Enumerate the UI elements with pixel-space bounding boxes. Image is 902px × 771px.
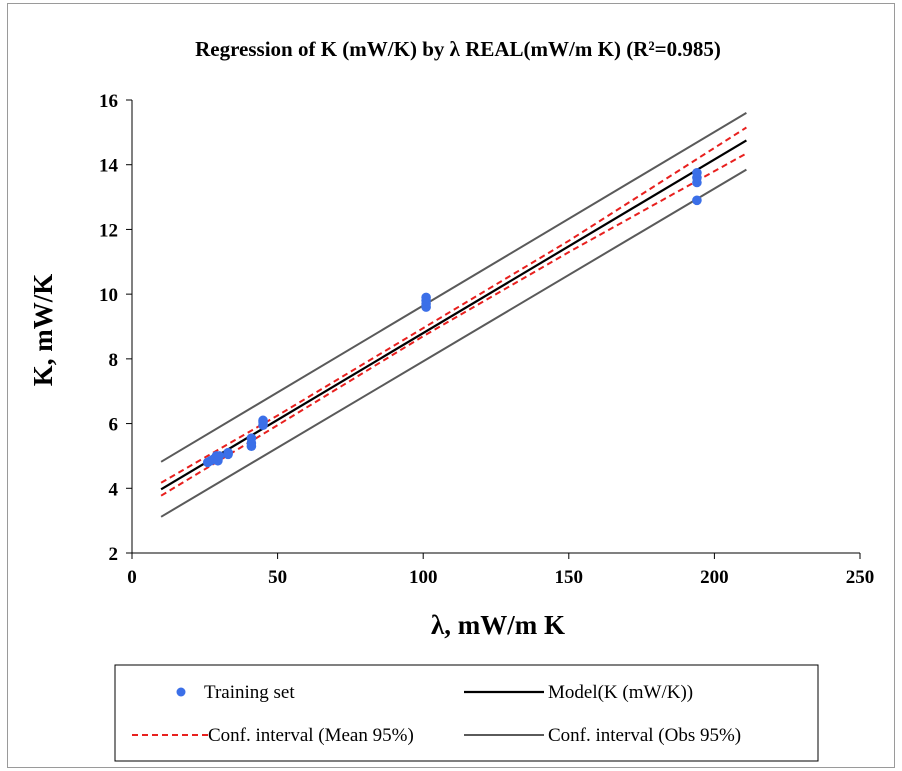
regression-chart: Regression of K (mW/K) by λ REAL(mW/m K)… [28, 37, 874, 762]
training-point [692, 195, 702, 206]
x-tick-label: 100 [409, 567, 438, 588]
training-point [214, 451, 225, 461]
legend: Training set Model(K (mW/K)) Conf. inter… [114, 664, 819, 762]
model-line [160, 139, 747, 491]
x-tick-label: 150 [555, 567, 584, 588]
y-tick-label: 2 [109, 544, 119, 565]
mean-interval-upper-line [160, 126, 747, 484]
x-tick-label: 0 [127, 567, 137, 588]
mean-interval-lower-line [160, 152, 747, 497]
training-point [258, 415, 268, 426]
chart-frame: Regression of K (mW/K) by λ REAL(mW/m K)… [7, 3, 895, 768]
legend-box [114, 664, 819, 762]
legend-training-label: Training set [204, 682, 295, 703]
y-tick-label: 4 [109, 479, 119, 500]
training-point [223, 447, 233, 458]
y-axis-title: K, mW/K [28, 274, 58, 387]
training-point [692, 168, 702, 178]
obs-interval-lower-line [160, 168, 747, 518]
training-point [246, 433, 257, 443]
legend-training-marker [176, 687, 186, 697]
y-tick-label: 10 [99, 285, 118, 306]
plot-area: 0 50 100 150 200 250 2 4 6 8 10 12 14 16 [99, 91, 874, 588]
y-tick-label: 6 [109, 415, 119, 436]
x-tick-label: 50 [268, 567, 287, 588]
obs-interval-upper-line [160, 112, 747, 463]
legend-model-label: Model(K (mW/K)) [548, 682, 693, 703]
y-tick-label: 12 [99, 220, 118, 241]
legend-conf-mean-label: Conf. interval (Mean 95%) [208, 725, 414, 746]
training-point [421, 292, 431, 303]
legend-conf-obs-label: Conf. interval (Obs 95%) [548, 725, 741, 746]
x-axis-title: λ, mW/m K [431, 610, 565, 640]
x-tick-label: 250 [846, 567, 875, 588]
y-tick-label: 16 [99, 91, 118, 112]
y-tick-label: 14 [99, 156, 119, 177]
chart-title: Regression of K (mW/K) by λ REAL(mW/m K)… [195, 37, 721, 61]
x-tick-label: 200 [700, 567, 729, 588]
y-tick-label: 8 [109, 350, 119, 371]
